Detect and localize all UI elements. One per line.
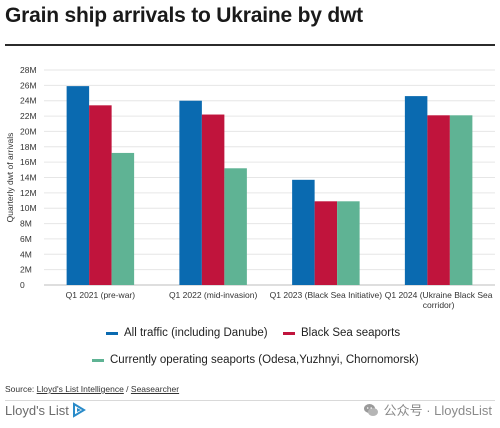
- legend-label-black-sea: Black Sea seaports: [301, 327, 401, 339]
- legend-item-operating: Currently operating seaports (Odesa,Yuzh…: [92, 354, 419, 366]
- y-tick-label: 0: [20, 280, 25, 290]
- watermark-text: 公众号 · LloydsList: [383, 403, 492, 418]
- legend-swatch-black-sea: [283, 331, 295, 335]
- x-tick-label: Q1 2022 (mid-invasion): [169, 290, 258, 300]
- source-prefix: Source:: [5, 384, 37, 394]
- y-axis-label: Quarterly dwt of arrivals: [5, 133, 15, 223]
- bar: [292, 179, 315, 285]
- y-tick-label: 24M: [20, 96, 37, 106]
- y-tick-label: 26M: [20, 80, 37, 90]
- y-tick-label: 18M: [20, 142, 37, 152]
- x-tick-label: Q1 2024 (Ukraine Black Sea: [385, 290, 493, 300]
- source-separator: /: [123, 384, 131, 394]
- title-divider: [5, 44, 495, 46]
- y-tick-label: 10M: [20, 203, 37, 213]
- bar: [449, 115, 473, 285]
- bar: [201, 114, 225, 286]
- source-link-lli[interactable]: Lloyd's List Intelligence: [36, 384, 124, 394]
- legend-swatch-operating: [92, 358, 104, 362]
- brand-logo: Lloyd's List: [5, 402, 86, 418]
- x-tick-label: Q1 2023 (Black Sea Initiative): [270, 290, 383, 300]
- bar: [427, 115, 450, 285]
- bar: [111, 152, 135, 285]
- y-tick-label: 4M: [20, 249, 32, 259]
- bar-chart: 0 2M 4M 6M 8M 10M 12M 14M 16M 18M 20M 22M 24M 26M 28M Q…: [5, 65, 495, 310]
- wechat-watermark: 公众号 · LloydsList: [363, 400, 492, 419]
- bar: [179, 100, 202, 285]
- legend-item-all-traffic: All traffic (including Danube): [106, 327, 268, 339]
- x-tick-label: Q1 2021 (pre-war): [66, 290, 136, 300]
- y-tick-label: 8M: [20, 219, 32, 229]
- bar: [314, 201, 338, 285]
- y-tick-label: 6M: [20, 234, 32, 244]
- y-tick-label: 2M: [20, 265, 32, 275]
- bar: [404, 96, 428, 285]
- y-tick-label: 22M: [20, 111, 37, 121]
- bar: [224, 168, 247, 285]
- y-tick-label: 16M: [20, 157, 37, 167]
- brand-mark-icon: [72, 402, 86, 418]
- legend-label-all-traffic: All traffic (including Danube): [124, 327, 268, 339]
- legend-item-black-sea: Black Sea seaports: [283, 327, 400, 339]
- legend-swatch-all-traffic: [106, 331, 118, 335]
- bar: [337, 201, 360, 285]
- footer-divider: [5, 400, 495, 401]
- x-tick-label: corridor): [423, 300, 455, 310]
- y-tick-label: 20M: [20, 126, 37, 136]
- y-tick-label: 12M: [20, 188, 37, 198]
- y-tick-label: 28M: [20, 65, 37, 75]
- y-tick-label: 14M: [20, 173, 37, 183]
- bar: [89, 105, 112, 285]
- bar: [66, 86, 90, 285]
- legend-label-operating: Currently operating seaports (Odesa,Yuzh…: [110, 354, 419, 366]
- wechat-icon: [363, 403, 378, 416]
- source-link-seasearcher[interactable]: Seasearcher: [130, 384, 180, 394]
- source-note: Source: Lloyd's List Intelligence / Seas…: [5, 384, 179, 394]
- chart-title: Grain ship arrivals to Ukraine by dwt: [5, 4, 363, 27]
- brand-name: Lloyd's List: [5, 402, 69, 418]
